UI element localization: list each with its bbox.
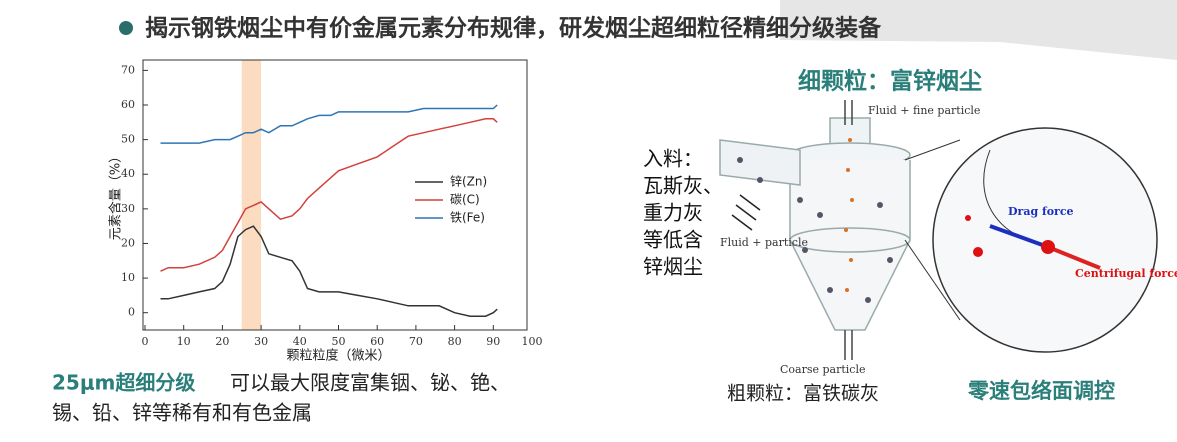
- label: Centrifugal force: [1075, 267, 1177, 280]
- legend-label: 锌(Zn): [450, 175, 487, 189]
- label: Coarse particle: [780, 363, 866, 376]
- caption-text: 可以最大限度富集铟、铋、铯、: [230, 371, 510, 395]
- particles: [737, 138, 893, 303]
- drag-arrow: [989, 224, 1049, 249]
- x-tick-label: 30: [254, 335, 268, 348]
- series-line: [160, 118, 498, 272]
- label: Drag force: [1008, 205, 1074, 218]
- x-tick-label: 50: [332, 335, 346, 348]
- bullet: [119, 21, 133, 35]
- feed-label: 入料：: [643, 147, 703, 171]
- control-label: 零速包络面调控: [967, 379, 1115, 403]
- particle: [973, 247, 983, 257]
- x-tick-label: 90: [486, 335, 500, 348]
- feed-label: 锌烟尘: [643, 255, 703, 279]
- zoom-circle: [932, 127, 1158, 353]
- y-tick-label: 10: [121, 271, 135, 284]
- y-tick-label: 70: [121, 63, 135, 76]
- series-line: [160, 225, 498, 317]
- y-tick-label: 30: [121, 202, 135, 215]
- x-tick-label: 20: [215, 335, 229, 348]
- feed-label: 瓦斯灰、: [643, 174, 723, 198]
- header-title: 揭示钢铁烟尘中有价金属元素分布规律，研发烟尘超细粒径精细分级装备: [145, 15, 882, 42]
- y-axis-label: 元素含量（%）: [108, 150, 124, 240]
- caption-text: 锡、铅、锌等稀有和有色金属: [52, 401, 312, 425]
- bottom-label: 粗颗粒：富铁碳灰: [727, 383, 879, 405]
- x-tick-label: 60: [370, 335, 384, 348]
- legend-label: 铁(Fe): [450, 211, 485, 225]
- x-tick-label: 10: [177, 335, 191, 348]
- highlight-band: [241, 60, 262, 330]
- feed-label: 重力灰: [643, 201, 703, 225]
- zoom-line: [904, 239, 961, 321]
- caption-highlight: 25μm超细分级: [52, 371, 195, 395]
- feed-label: 等低含: [643, 228, 703, 252]
- x-tick-label: 80: [448, 335, 462, 348]
- label: Fluid + particle: [720, 236, 808, 249]
- x-tick-label: 100: [522, 335, 543, 348]
- plot-frame: [142, 59, 528, 331]
- y-tick-label: 60: [121, 98, 135, 111]
- centrifugal-arrow: [1047, 245, 1101, 270]
- diagram-title: 细颗粒：富锌烟尘: [798, 68, 982, 95]
- x-tick-label: 40: [293, 335, 307, 348]
- header-band: [780, 0, 1177, 60]
- particle: [1041, 240, 1055, 254]
- x-tick-label: 0: [142, 335, 149, 348]
- y-tick-label: 20: [121, 236, 135, 249]
- series-line: [160, 104, 498, 144]
- zoom-line: [904, 139, 961, 161]
- x-tick-label: 70: [409, 335, 423, 348]
- x-axis-label: 颗粒粒度（微米）: [286, 348, 390, 364]
- y-tick-label: 40: [121, 167, 135, 180]
- cyclone: [719, 100, 911, 360]
- legend-label: 碳(C): [450, 193, 480, 207]
- y-tick-label: 50: [121, 133, 135, 146]
- label: Fluid + fine particle: [868, 104, 980, 117]
- particle: [965, 215, 971, 221]
- y-tick-label: 0: [128, 306, 135, 319]
